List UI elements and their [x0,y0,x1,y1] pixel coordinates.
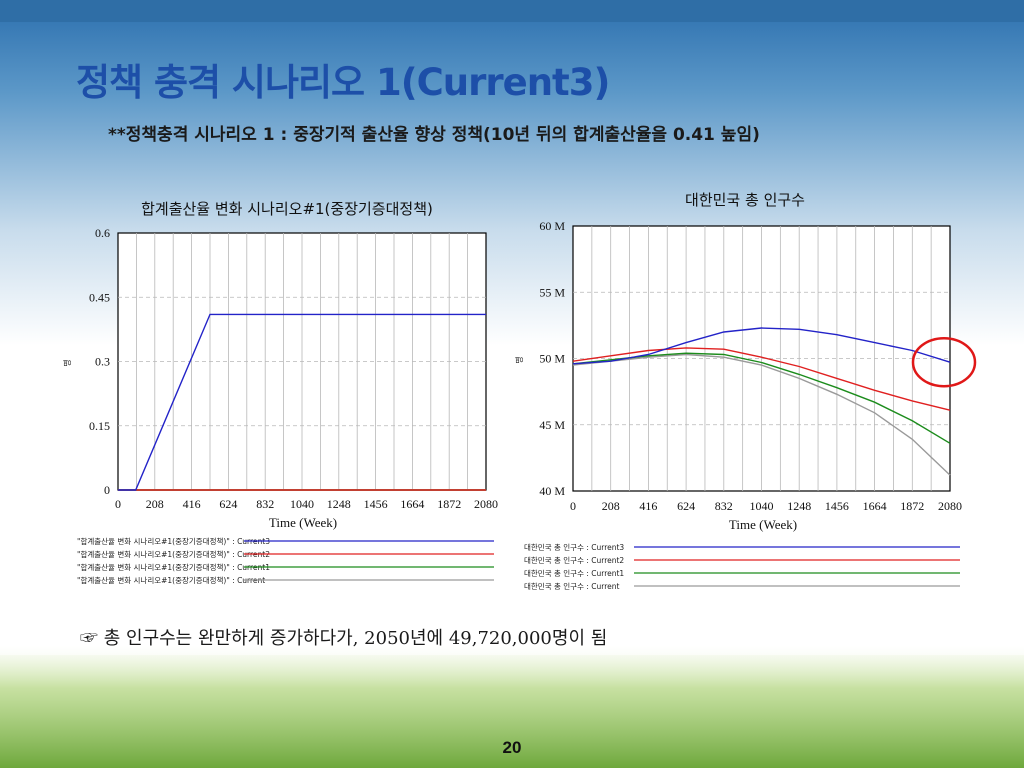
population-chart-title: 대한민국 총 인구수 [685,191,805,209]
highlight-circle [911,336,977,388]
population-x-tick-label: 1040 [750,499,774,513]
fertility-series-line [118,313,486,491]
conclusion-text: ☞ 총 인구수는 완만하게 증가하다가, 2050년에 49,720,000명이… [80,628,608,649]
population-unit-label: 명 [514,356,524,363]
fertility-y-tick-label: 0.6 [95,226,110,240]
fertility-chart-title: 합계출산율 변화 시나리오#1(중장기증대정책) [141,200,433,218]
fertility-x-tick-label: 1248 [327,497,351,511]
population-y-tick-label: 40 M [539,484,565,498]
population-x-axis-label: Time (Week) [729,517,797,532]
fertility-x-tick-label: 416 [183,497,201,511]
population-legend-label: 대한민국 총 인구수 : Current3 [524,542,624,552]
fertility-y-tick-label: 0.15 [89,419,110,433]
population-series-line [572,327,951,365]
population-legend-label: 대한민국 총 인구수 : Current1 [524,568,624,578]
fertility-legend-label: "합계출산율 변화 시나리오#1(중장기증대정책)" : Current [77,575,265,585]
fertility-y-tick-label: 0 [104,483,110,497]
population-series-line [572,353,951,476]
population-y-tick-label: 45 M [539,418,565,432]
fertility-x-tick-label: 1664 [400,497,424,511]
fertility-y-tick-label: 0.45 [89,290,110,304]
slide-title: 정책 충격 시나리오 1(Current3) [76,61,610,104]
page-number: 20 [502,738,522,757]
population-x-tick-label: 1872 [900,499,924,513]
population-y-tick-label: 55 M [539,285,565,299]
population-legend-label: 대한민국 총 인구수 : Current2 [524,555,624,565]
population-y-tick-label: 50 M [539,352,565,366]
population-x-tick-label: 832 [715,499,733,513]
slide-subtitle: **정책충격 시나리오 1 : 중장기적 출산율 향상 정책(10년 뒤의 합계… [108,125,760,145]
population-x-tick-label: 208 [602,499,620,513]
fertility-legend-label: "합계출산율 변화 시나리오#1(중장기증대정책)" : Current2 [77,549,270,559]
population-x-tick-label: 1456 [825,499,849,513]
fertility-x-axis-label: Time (Week) [269,515,337,530]
fertility-y-tick-label: 0.3 [95,355,110,369]
population-x-tick-label: 1248 [787,499,811,513]
population-legend-label: 대한민국 총 인구수 : Current [524,581,619,591]
population-x-tick-label: 0 [570,499,576,513]
fertility-unit-label: 명 [62,359,72,366]
population-x-tick-label: 624 [677,499,695,513]
fertility-x-tick-label: 2080 [474,497,498,511]
fertility-x-tick-label: 1456 [364,497,388,511]
population-x-tick-label: 416 [639,499,657,513]
population-y-tick-label: 60 M [539,219,565,233]
fertility-x-tick-label: 832 [256,497,274,511]
population-series-line [572,347,951,411]
fertility-x-tick-label: 1040 [290,497,314,511]
fertility-x-tick-label: 624 [219,497,237,511]
fertility-legend-label: "합계출산율 변화 시나리오#1(중장기증대정책)" : Current1 [77,562,270,572]
fertility-x-tick-label: 208 [146,497,164,511]
fertility-legend-label: "합계출산율 변화 시나리오#1(중장기증대정책)" : Current3 [77,536,270,546]
population-x-tick-label: 2080 [938,499,962,513]
population-x-tick-label: 1664 [863,499,887,513]
fertility-x-tick-label: 1872 [437,497,461,511]
fertility-x-tick-label: 0 [115,497,121,511]
